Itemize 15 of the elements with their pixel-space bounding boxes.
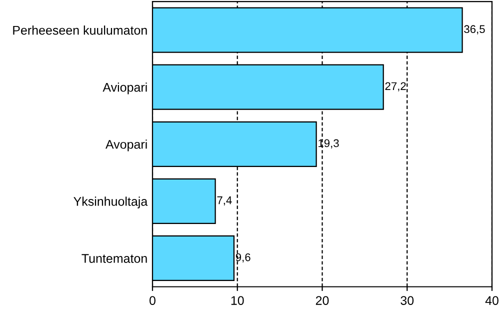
x-tick-label: 10 [231,296,244,305]
y-tick-label: Perheeseen kuulumaton [13,26,147,35]
x-tick-label: 20 [316,296,329,305]
y-tick-label: Yksinhuoltaja [74,196,148,208]
y-tick-label: Tuntematon [82,254,147,263]
data-label: 36,5 [464,25,485,34]
data-label: 19,3 [318,139,339,148]
data-label: 7,4 [217,196,232,206]
data-label: 9,6 [236,253,250,263]
x-tick-label: 40 [485,296,498,305]
x-tick-label: 30 [400,296,414,305]
y-tick-label: Aviopari [102,82,147,94]
data-label: 27,2 [385,82,406,92]
y-tick-label: Avopari [106,140,147,152]
x-tick-label: 0 [150,296,156,305]
